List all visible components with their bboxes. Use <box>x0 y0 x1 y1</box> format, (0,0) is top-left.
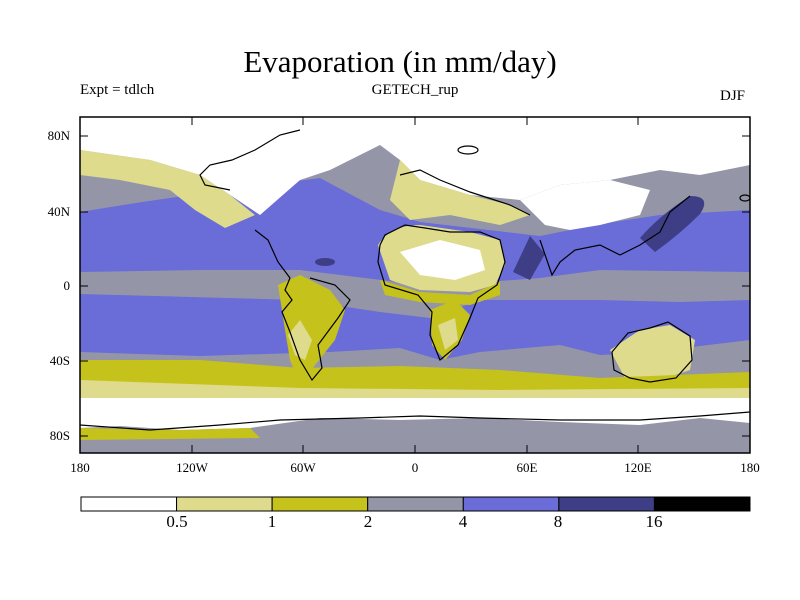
dark-patch-atlantic <box>315 258 335 266</box>
colorbar-swatch <box>462 496 560 512</box>
lat-label-80s: 80S <box>49 428 70 443</box>
colorbar-swatch <box>176 496 273 512</box>
north-white <box>80 117 750 215</box>
lat-label-80n: 80N <box>47 128 70 143</box>
colorbar-label: 1 <box>267 512 277 531</box>
s-africa-light <box>438 318 458 350</box>
s-america-olive <box>278 275 345 385</box>
lon-label-0: 0 <box>411 460 419 475</box>
colorbar-label: 16 <box>645 512 663 531</box>
dataset-label: GETECH_rup <box>371 82 459 98</box>
sahara-white <box>400 240 485 280</box>
evaporation-field <box>80 117 750 453</box>
colorbar-label: 0.5 <box>166 512 188 531</box>
lon-label-120e: 120E <box>624 460 652 475</box>
colorbar-swatch <box>80 496 178 512</box>
lon-label-60w: 60W <box>290 460 316 475</box>
blue-band-south <box>80 294 750 360</box>
south-light-band <box>80 380 750 402</box>
lat-label-40s: 40S <box>49 353 70 368</box>
colorbar <box>80 496 751 512</box>
asia-white <box>520 180 650 230</box>
colorbar-swatch <box>367 496 464 512</box>
antarctic-white <box>80 398 750 430</box>
dark-patch-kuroshio <box>640 196 705 252</box>
colorbar-label: 2 <box>363 512 373 531</box>
colorbar-swatch <box>271 496 369 512</box>
colorbar-swatch <box>653 496 751 512</box>
lon-label-180e: 180 <box>740 460 760 475</box>
lat-label-40n: 40N <box>47 204 70 219</box>
experiment-label: Expt = tdlch <box>80 82 155 98</box>
sahel-olive <box>380 280 500 305</box>
season-label: DJF <box>720 88 746 104</box>
coastlines <box>80 129 750 431</box>
australia-light <box>610 325 695 380</box>
lat-label-0: 0 <box>63 278 71 293</box>
dark-patch-arabian <box>513 236 545 280</box>
colorbar-label: 4 <box>458 512 468 531</box>
antarctic-olive <box>80 428 260 440</box>
s-america-light <box>288 320 312 360</box>
colorbar-label: 8 <box>553 512 563 531</box>
south-olive-band <box>80 360 750 392</box>
colorbar-swatch <box>558 496 655 512</box>
plot-title: Evaporation (in mm/day) <box>243 44 557 79</box>
europe-light <box>390 160 530 225</box>
north-light-fringe <box>80 150 255 228</box>
axis-ticks <box>80 117 750 453</box>
lon-label-180w: 180 <box>70 460 90 475</box>
lon-label-120w: 120W <box>176 460 208 475</box>
lon-label-60e: 60E <box>516 460 538 475</box>
